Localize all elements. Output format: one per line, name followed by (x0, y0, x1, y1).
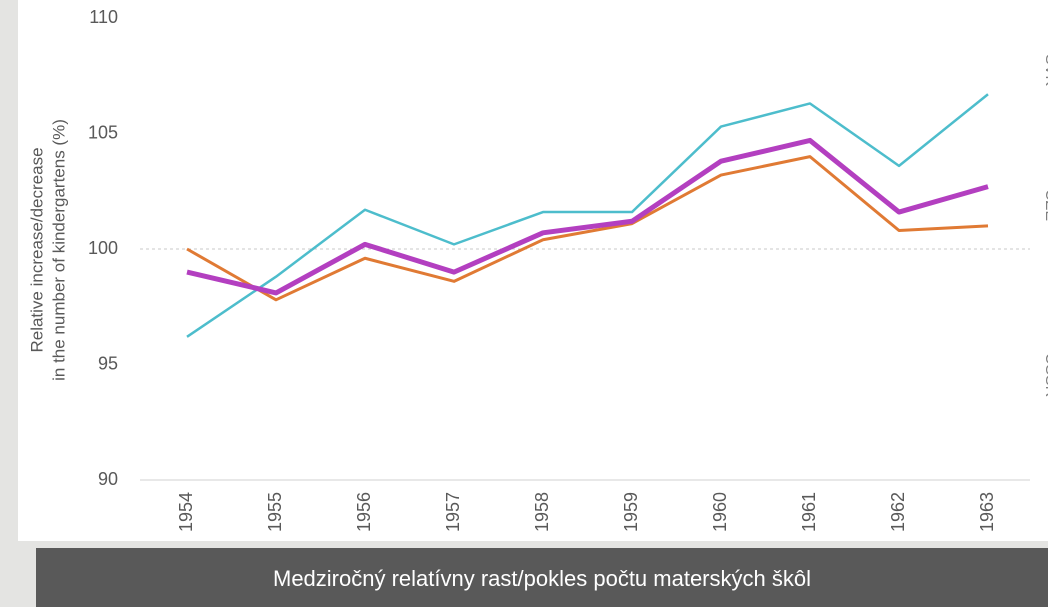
chart-area (18, 0, 1048, 541)
x-tick-label: 1955 (265, 492, 285, 532)
legend-item: SVK (1042, 54, 1048, 86)
x-tick: 1962 (888, 492, 908, 532)
legend-item: CZE (1042, 189, 1048, 221)
y-axis-title-line: Relative increase/decrease (27, 147, 46, 352)
x-tick: 1954 (176, 492, 196, 532)
legend-label: ČSSR (1042, 353, 1048, 397)
x-tick: 1959 (621, 492, 641, 532)
x-tick: 1956 (354, 492, 374, 532)
series-line (186, 93, 989, 338)
x-tick: 1961 (799, 492, 819, 532)
y-axis-title-line: in the number of kindergartens (%) (49, 119, 68, 381)
x-tick-label: 1959 (621, 492, 641, 532)
x-tick: 1960 (710, 492, 730, 532)
x-tick: 1963 (977, 492, 997, 532)
y-tick-label: 100 (88, 238, 118, 258)
x-tick-label: 1962 (888, 492, 908, 532)
series-line (186, 155, 989, 302)
x-tick-label: 1963 (977, 492, 997, 532)
x-tick-label: 1958 (532, 492, 552, 532)
caption: Medziročný relatívny rast/pokles počtu m… (273, 566, 811, 591)
x-tick-label: 1956 (354, 492, 374, 532)
x-tick: 1955 (265, 492, 285, 532)
x-tick-label: 1960 (710, 492, 730, 532)
y-tick-label: 110 (89, 7, 118, 27)
y-tick-label: 105 (88, 122, 118, 142)
y-tick-label: 95 (98, 353, 118, 373)
legend-item: ČSSR (1042, 353, 1048, 397)
x-tick: 1957 (443, 492, 463, 532)
series-line (186, 137, 989, 296)
y-axis-title: Relative increase/decrease in the number… (27, 119, 68, 381)
legend-label: SVK (1042, 54, 1048, 86)
caption-bar (36, 548, 1048, 607)
x-tick-label: 1961 (799, 492, 819, 532)
y-tick-label: 90 (98, 469, 118, 489)
x-tick-label: 1954 (176, 492, 196, 532)
x-tick-label: 1957 (443, 492, 463, 532)
x-tick: 1958 (532, 492, 552, 532)
legend-label: CZE (1042, 189, 1048, 221)
